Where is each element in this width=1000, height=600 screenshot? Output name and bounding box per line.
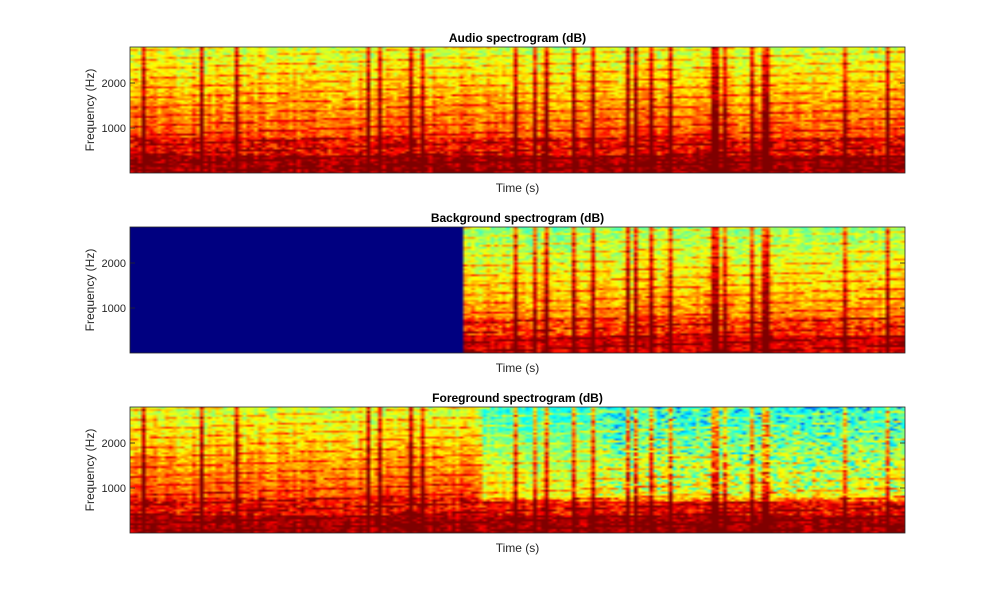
subplot-1: Audio spectrogram (dB) Time (s) Frequency … [83,31,906,195]
y-axis-label: Frequency (Hz) [83,429,97,512]
spectrogram-heatmap [130,227,905,353]
axes-box [129,406,906,534]
y-axis-label: Frequency (Hz) [83,249,97,332]
y-tick-label: 2000 [102,438,126,450]
y-tick-label: 2000 [102,258,126,270]
x-axis-label: Time (s) [496,541,540,555]
subplot-3: Foreground spectrogram (dB) Time (s) Frequ… [83,391,906,555]
subplot-title: Audio spectrogram (dB) [449,31,586,45]
y-tick-label: 1000 [102,123,126,135]
subplot-title: Foreground spectrogram (dB) [432,391,603,405]
x-axis-label: Time (s) [496,181,540,195]
y-tick-label: 1000 [102,303,126,315]
axes-box [129,226,906,354]
y-tick-label: 1000 [102,483,126,495]
subplot-title: Background spectrogram (dB) [431,211,604,225]
y-axis-label: Frequency (Hz) [83,69,97,152]
x-axis-label: Time (s) [496,361,540,375]
spectrogram-heatmap [130,47,905,173]
subplot-2: Background spectrogram (dB) Time (s) Frequ… [83,211,906,375]
y-tick-label: 2000 [102,78,126,90]
spectrogram-heatmap [130,407,905,533]
axes-box [129,46,906,174]
